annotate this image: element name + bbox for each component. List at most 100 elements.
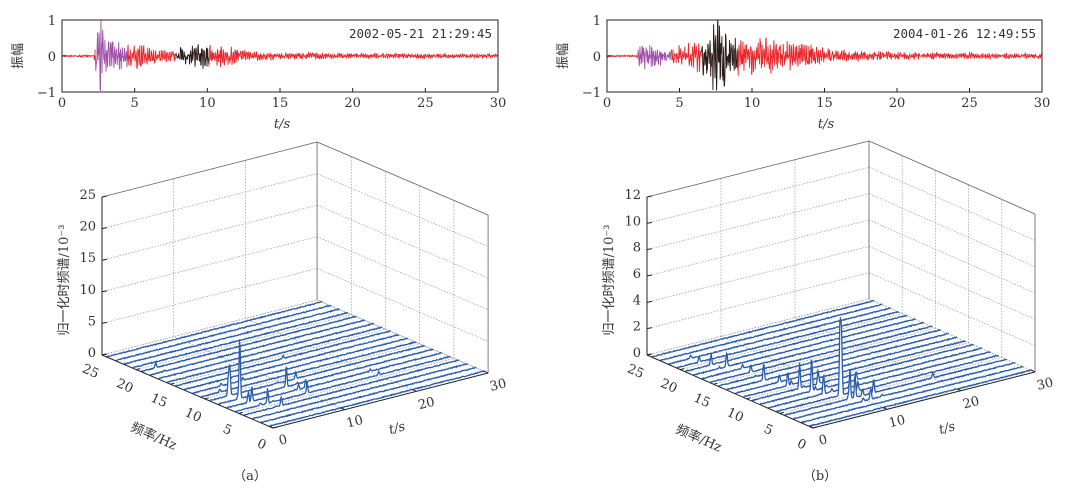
grid-line <box>646 272 870 330</box>
ylabel-freq-a: 频率/Hz <box>128 419 179 453</box>
z-tick <box>646 274 653 277</box>
spectrum-ridge-line <box>809 369 1033 427</box>
spectrum-ridge-line <box>149 319 366 376</box>
z-tick-label: 15 <box>79 251 96 266</box>
freq-tick-label: 5 <box>220 422 234 439</box>
z-tick-label: 0 <box>633 346 641 361</box>
spectrum-ridge-line <box>768 351 991 409</box>
t-tick <box>808 425 814 429</box>
grid-line <box>316 173 489 247</box>
x-tick-label: 25 <box>961 96 978 111</box>
grid-line <box>101 268 318 324</box>
spectrum-ridge-line <box>132 311 349 369</box>
z-tick-label: 10 <box>79 283 96 298</box>
grid-line <box>101 204 318 261</box>
freq-tick <box>272 426 278 429</box>
freq-tick-label: 10 <box>182 405 203 425</box>
t-tick-label: 30 <box>1035 375 1055 394</box>
waveform-segment-3 <box>174 44 210 69</box>
ridge-fill <box>768 351 991 409</box>
grid-line <box>101 299 318 356</box>
box-edge <box>101 141 318 198</box>
grid-line <box>646 245 870 303</box>
freq-tick <box>101 353 107 356</box>
t-tick <box>483 370 489 374</box>
t-tick <box>882 406 888 410</box>
spectrum-ridge-line <box>775 316 1000 413</box>
spectrum-ridge-line <box>158 322 375 380</box>
z-tick-label: 12 <box>624 188 641 203</box>
spectrum-ridge-line <box>269 370 485 428</box>
spectrum-ridge-line <box>184 333 400 391</box>
y-tick-label: 0 <box>48 50 56 65</box>
grid-line <box>101 173 318 229</box>
spectrum-ridge-line <box>660 303 883 362</box>
z-tick <box>646 327 653 330</box>
freq-tick <box>746 397 751 400</box>
grid-line <box>646 166 870 224</box>
grid-line <box>316 268 489 342</box>
waveform-xlabel-a: t/s <box>274 117 291 132</box>
t-tick <box>412 388 417 392</box>
x-tick-label: 20 <box>344 96 361 111</box>
grid-line <box>680 313 903 370</box>
z-tick-label: 2 <box>633 320 641 335</box>
x-tick-label: 15 <box>272 96 289 111</box>
grid-line <box>238 358 454 414</box>
freq-tick-label: 25 <box>625 362 646 382</box>
spectrum-ridge-line <box>652 299 875 358</box>
freq-tick-label: 0 <box>795 436 809 453</box>
freq-tick-label: 10 <box>724 405 745 425</box>
ridge-fill <box>261 367 477 423</box>
z-tick-label: 8 <box>633 241 641 256</box>
grid-line <box>868 298 1036 373</box>
spectrum-ridge-line <box>260 366 477 424</box>
t-tick <box>268 425 274 429</box>
x-tick-label: 0 <box>58 96 66 111</box>
waveform-segment-1 <box>637 45 673 70</box>
spectrum-ridge-line <box>693 318 916 376</box>
grid-line <box>646 193 870 251</box>
grid-line <box>720 336 888 410</box>
waveform-segment-0 <box>61 49 96 61</box>
t-tick-label: 10 <box>887 413 907 432</box>
z-tick-label: 20 <box>79 220 96 235</box>
waveform-segment-4 <box>208 44 499 68</box>
grid-line <box>746 342 969 400</box>
box-edge <box>646 140 870 198</box>
t-tick-label: 30 <box>488 376 508 395</box>
freq-tick <box>238 411 243 414</box>
spectrum-ridge-line <box>226 351 443 409</box>
spectrum-ridge-line <box>140 315 357 373</box>
t-axis <box>272 372 489 429</box>
spectrum-ridge-line <box>192 337 409 394</box>
grid-line <box>868 272 1036 346</box>
x-tick-label: 10 <box>199 96 216 111</box>
waveform-segment-4 <box>737 37 1043 76</box>
y-tick-label: 1 <box>593 14 601 29</box>
z-tick-label: 5 <box>88 314 96 329</box>
waveform-segment-0 <box>606 54 638 59</box>
spectrum-ridge-line <box>209 345 426 401</box>
timestamp-a: 2002-05-21 21:29:45 <box>349 26 492 41</box>
z-tick <box>101 321 108 324</box>
spectrum-ridge-line <box>243 359 460 416</box>
t-tick <box>340 407 345 411</box>
spectrum-ridge-line <box>717 328 941 387</box>
ylabel-freq-b: 频率/Hz <box>673 421 724 455</box>
grid-line <box>868 219 1036 294</box>
freq-tick <box>779 411 784 414</box>
z-tick-label: 0 <box>88 346 96 361</box>
freq-tick <box>204 397 209 400</box>
x-tick-label: 10 <box>744 96 761 111</box>
x-tick-label: 25 <box>417 96 434 111</box>
x-tick-label: 30 <box>1034 96 1051 111</box>
grid-line <box>779 357 1002 414</box>
x-tick-label: 5 <box>675 96 683 111</box>
z-tick <box>646 300 653 303</box>
freq-tick-label: 25 <box>80 362 101 382</box>
x-tick-label: 15 <box>816 96 833 111</box>
grid-line <box>868 167 1036 241</box>
waveform-segment-2 <box>126 44 176 69</box>
